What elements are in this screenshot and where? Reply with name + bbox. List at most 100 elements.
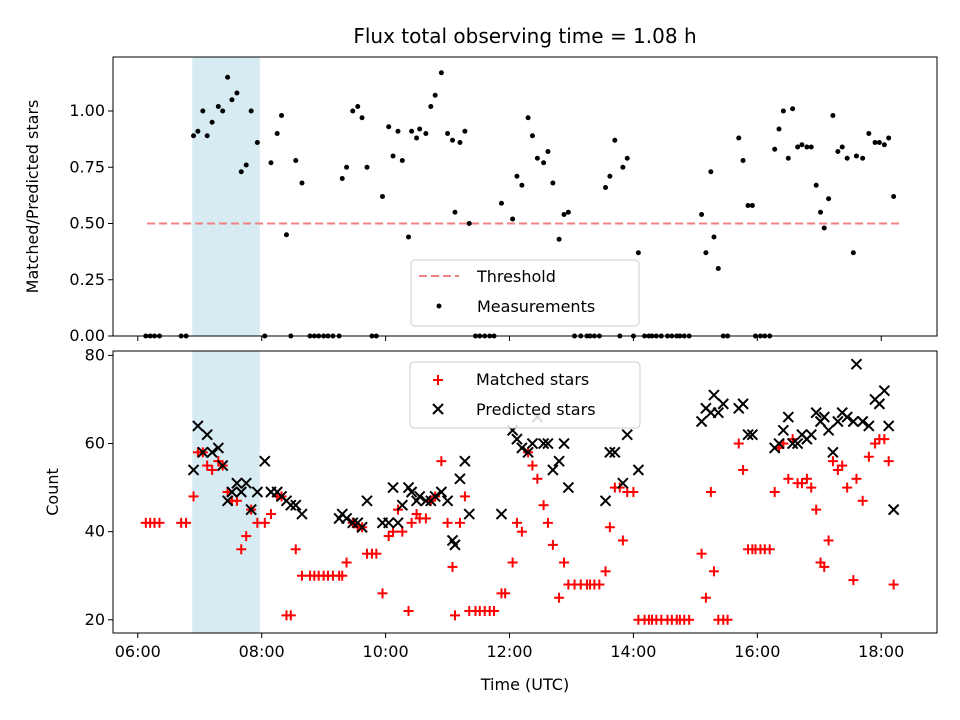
matched-star-point [696,548,707,559]
measurement-point [853,153,859,159]
matched-star-point [837,460,848,471]
matched-star-point [188,491,199,502]
predicted-star-point [818,411,830,423]
measurement-point [390,153,396,159]
measurement-point [204,133,210,139]
matched-star-point [241,531,252,542]
measurement-point [238,169,244,175]
measurement-point [612,137,618,143]
predicted-star-point [558,437,570,450]
matched-star-point [823,535,834,546]
matched-star-point [559,557,570,568]
predicted-star-point [459,455,471,467]
predicted-star-point [873,398,886,410]
measurement-point [886,135,892,141]
predicted-star-point [356,521,368,533]
measurement-point [745,203,751,208]
matched-star-point [628,487,639,497]
predicted-star-point [212,442,225,454]
predicted-star-point [542,437,554,450]
matched-star-point [547,539,558,550]
legend-measurements-label: Measurements [477,297,595,316]
predicted-star-point [850,358,863,370]
x-axis-label: Time (UTC) [480,675,569,694]
predicted-star-point [604,446,616,459]
ratio-panel-frame [112,56,938,337]
matched-star-point [684,614,695,625]
measurement-point [699,212,705,217]
predicted-star-point [361,495,373,507]
measurement-point [225,74,231,80]
y-tick-label: 1.00 [69,101,105,120]
legend-predicted-label: Predicted stars [476,400,596,419]
matched-star-point [527,460,538,471]
measurement-point [438,70,444,76]
x-tick-label: 10:00 [363,642,409,661]
measurement-point [462,128,468,134]
measurement-point [200,108,206,114]
measurement-point [826,196,832,202]
predicted-star-point [526,437,539,450]
measurement-point [635,250,641,256]
matched-star-point [842,482,853,493]
matched-star-point [700,592,711,603]
measurement-point [414,135,420,141]
predicted-star-point [347,517,359,529]
matched-star-point [594,579,605,590]
matched-star-point [181,517,192,528]
predicted-star-point [413,490,426,503]
predicted-star-point [405,486,418,498]
measurement-point [268,160,274,166]
predicted-star-point [192,420,204,432]
x-tick-label: 06:00 [115,642,161,661]
measurement-point [450,137,456,143]
measurement-point [395,128,401,134]
predicted-star-point [392,517,404,529]
predicted-star-point [746,429,759,441]
x-tick-label: 12:00 [486,642,532,661]
measurement-point [808,144,814,150]
ratio-legend: Threshold Measurements [410,259,640,327]
predicted-star-point [537,437,550,450]
matched-star-point [796,478,807,489]
matched-star-point [532,473,543,484]
predicted-star-point [221,495,234,507]
predicted-star-point [832,415,844,428]
predicted-star-point [296,508,308,520]
predicted-star-point [441,495,454,507]
measurement-point [785,155,791,161]
measurement-point [860,155,866,161]
measurement-point [344,164,350,170]
matched-star-point [538,500,549,511]
matched-star-point [708,566,719,577]
measurement-point [835,149,841,154]
matched-star-point [341,557,352,568]
predicted-star-point [511,433,523,445]
count-y-ticks: 20 40 60 80 [85,345,113,629]
predicted-star-point [201,429,213,441]
measurement-point [350,108,356,114]
measurement-point [749,203,755,208]
y-tick-label: 0.50 [69,214,105,233]
chart-title: Flux total observing time = 1.08 h [353,24,696,48]
count-panel-frame [112,350,938,634]
matched-star-point [447,561,458,572]
predicted-star-point [495,508,508,520]
matched-star-point [207,464,218,475]
measurement-point [209,119,215,125]
matched-star-point [202,460,213,471]
measurement-point [565,209,571,215]
measurement-point [844,155,850,161]
measurement-point [821,225,827,231]
predicted-star-point [420,495,432,507]
matched-star-point [806,482,817,493]
measurement-point [620,164,626,170]
predicted-star-point [216,459,229,472]
matched-star-point [769,487,780,497]
predicted-star-point [516,442,528,454]
measurement-point [839,144,845,150]
measurement-point [498,200,504,206]
measurement-point [813,182,819,188]
measurement-point [254,140,260,145]
matched-star-point [377,588,388,599]
